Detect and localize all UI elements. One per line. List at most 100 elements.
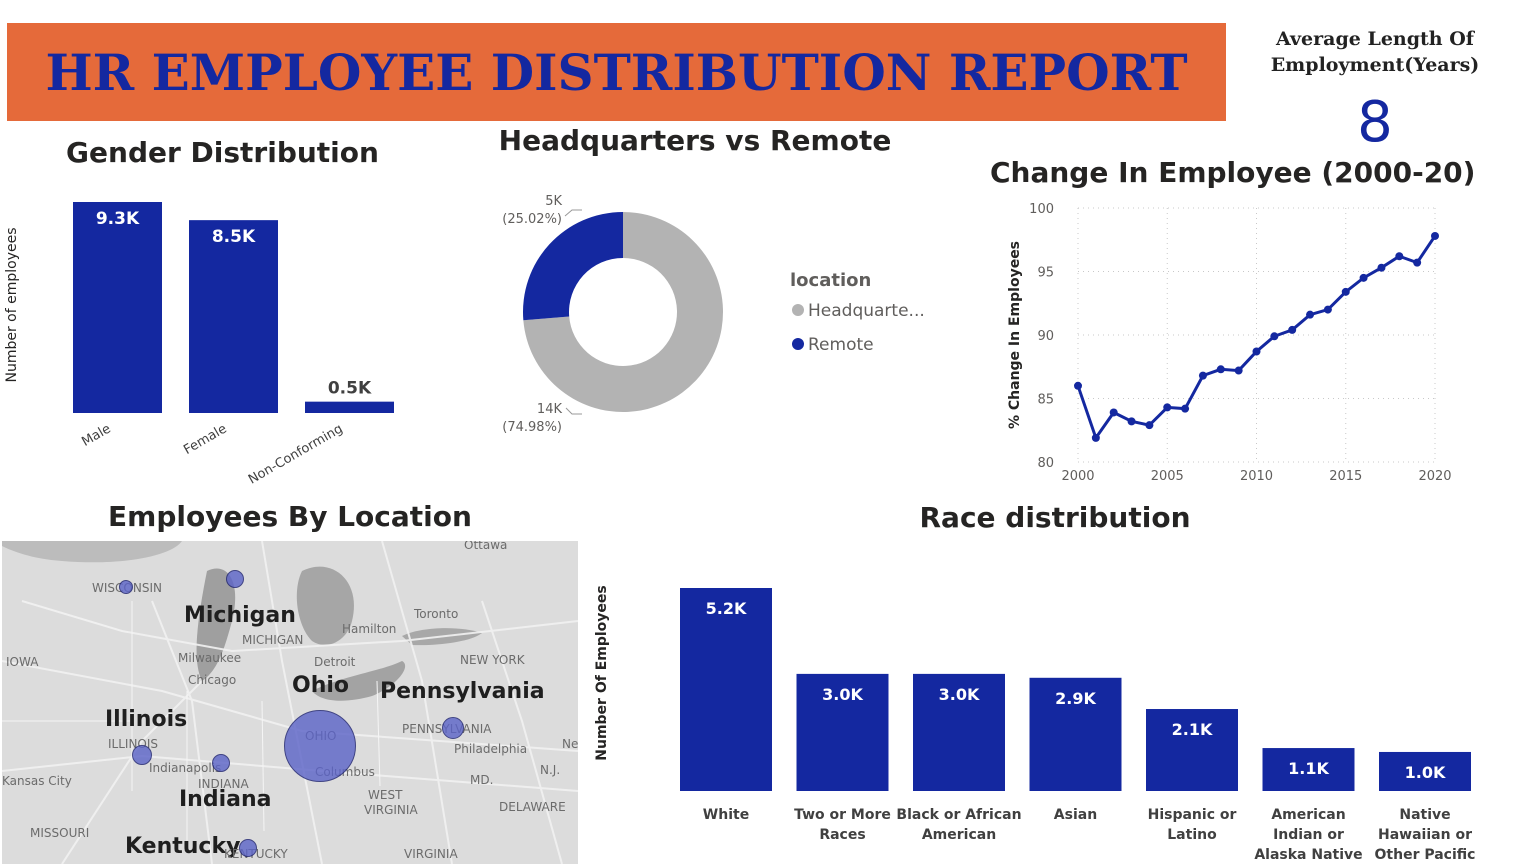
change-point <box>1377 263 1386 272</box>
gender-category-label: Non-Conforming <box>246 421 346 487</box>
gender-y-label: Number of employees <box>4 227 20 382</box>
race-category-label: Races <box>819 827 865 843</box>
change-point <box>1413 258 1422 267</box>
donut-label-remote-pct: (25.02%) <box>502 212 562 227</box>
map-place-label: Detroit <box>314 655 356 669</box>
race-data-label: 1.0K <box>1405 763 1446 782</box>
map-place-label: WEST <box>368 788 403 802</box>
change-x-tick: 2010 <box>1240 469 1273 484</box>
race-bar <box>1146 709 1238 791</box>
map-place-label: Chicago <box>188 673 237 687</box>
race-category-label: Hispanic or <box>1148 807 1237 823</box>
map-place-label: MICHIGAN <box>242 633 304 647</box>
donut-label-hq-value: 14K <box>537 402 563 417</box>
map-place-label: IOWA <box>6 655 39 669</box>
map-place-label: MISSOURI <box>30 826 90 840</box>
gender-data-label: 0.5K <box>328 379 372 399</box>
state-borders <box>2 601 381 841</box>
change-point <box>1145 421 1154 430</box>
race-category-label: White <box>703 807 749 823</box>
map-bubble[interactable] <box>212 754 230 772</box>
race-category-label: Other Pacific <box>1375 847 1476 863</box>
donut-slice <box>523 212 723 412</box>
gender-category-label: Male <box>79 421 113 449</box>
location-donut-chart: 5K (25.02%) 14K (74.98%) location Headquarte.… <box>502 194 924 435</box>
change-x-tick: 2015 <box>1329 469 1362 484</box>
map-place-label: Indianapolis <box>149 761 222 775</box>
map-place-label: Ne <box>562 737 578 751</box>
employees-map[interactable]: Michigan Ohio Pennsylvania Illinois Indiana K… <box>2 541 578 864</box>
map-state-label: Ohio <box>292 673 350 698</box>
change-line-chart: % Change In Employees 100 95 90 85 80 2000 2005… <box>1007 202 1452 484</box>
gender-bar <box>305 401 394 413</box>
map-place-label: Philadelphia <box>454 742 528 756</box>
race-bar <box>1379 751 1471 791</box>
donut-legend-item: Remote <box>808 335 874 355</box>
change-point <box>1306 310 1315 319</box>
race-category-label: Two or More <box>794 807 891 823</box>
road-lines <box>2 541 578 864</box>
map-place-label: INDIANA <box>198 777 249 791</box>
race-bar <box>796 673 889 791</box>
gender-bar-chart: Number of employees 9.3K Male 8.5K Female 0.5… <box>4 202 394 488</box>
map-bubble[interactable] <box>284 710 356 782</box>
change-point <box>1091 433 1100 442</box>
map-bubble[interactable] <box>442 717 464 739</box>
map-bubble[interactable] <box>226 570 244 588</box>
map-place-label: Hamilton <box>342 622 397 636</box>
gender-category-label: Female <box>181 421 229 457</box>
change-point <box>1341 287 1350 296</box>
donut-leader-line <box>564 209 582 217</box>
map-title: Employees By Location <box>108 500 472 533</box>
map-bubble[interactable] <box>239 839 257 857</box>
change-y-label: % Change In Employees <box>1007 241 1023 429</box>
race-data-label: 5.2K <box>706 599 747 618</box>
gender-bar <box>73 202 162 413</box>
change-y-tick: 90 <box>1037 329 1054 344</box>
legend-marker-icon <box>792 338 804 350</box>
race-category-label: Asian <box>1054 807 1097 823</box>
change-point <box>1127 417 1136 426</box>
race-data-label: 2.1K <box>1172 720 1213 739</box>
donut-slice <box>523 212 623 321</box>
kpi-label-line2: Employment(Years) <box>1270 54 1480 76</box>
title-banner: HR EMPLOYEE DISTRIBUTION REPORT <box>7 23 1226 121</box>
change-point <box>1288 325 1297 334</box>
donut-label-hq-pct: (74.98%) <box>502 420 562 435</box>
change-point <box>1431 231 1439 240</box>
map-state-label: Pennsylvania <box>380 679 545 704</box>
kpi-label-line1: Average Length Of <box>1276 28 1474 50</box>
change-point <box>1234 366 1243 375</box>
map-labels: Michigan Ohio Pennsylvania Illinois Indiana K… <box>2 541 578 864</box>
change-point <box>1395 252 1404 261</box>
race-bar <box>1262 748 1355 791</box>
race-bar <box>913 673 1005 791</box>
change-point <box>1198 371 1207 380</box>
map-place-label: NEW YORK <box>460 653 525 667</box>
report-title: HR EMPLOYEE DISTRIBUTION REPORT <box>45 42 1188 102</box>
gender-chart-title: Gender Distribution <box>66 136 379 169</box>
map-state-label: Kentucky <box>125 834 241 859</box>
map-canvas <box>2 541 578 864</box>
race-y-label: Number Of Employees <box>594 585 610 760</box>
map-place-label: Milwaukee <box>178 651 242 665</box>
map-bubble[interactable] <box>119 580 133 594</box>
race-data-label: 2.9K <box>1055 689 1096 708</box>
change-point <box>1109 408 1118 417</box>
lake-huron <box>296 566 354 645</box>
gender-data-label: 9.3K <box>96 209 140 229</box>
change-y-tick: 95 <box>1037 266 1054 281</box>
race-category-label: Hawaiian or <box>1378 827 1472 843</box>
race-category-label: Indian or <box>1273 827 1344 843</box>
change-chart-title: Change In Employee (2000-20) <box>990 156 1476 189</box>
map-bubble[interactable] <box>132 745 152 765</box>
map-place-label: Toronto <box>414 607 459 621</box>
race-category-label: Native <box>1399 807 1450 823</box>
race-bar <box>1029 677 1122 791</box>
donut-leader-line <box>565 407 582 415</box>
map-place-label: N.J. <box>540 763 561 777</box>
race-bar-chart: Number Of Employees 5.2K White 3.0K Two or M… <box>594 585 1476 863</box>
map-place-label: DELAWARE <box>499 800 566 814</box>
race-bar <box>680 588 772 791</box>
map-state-label: Illinois <box>105 707 188 732</box>
